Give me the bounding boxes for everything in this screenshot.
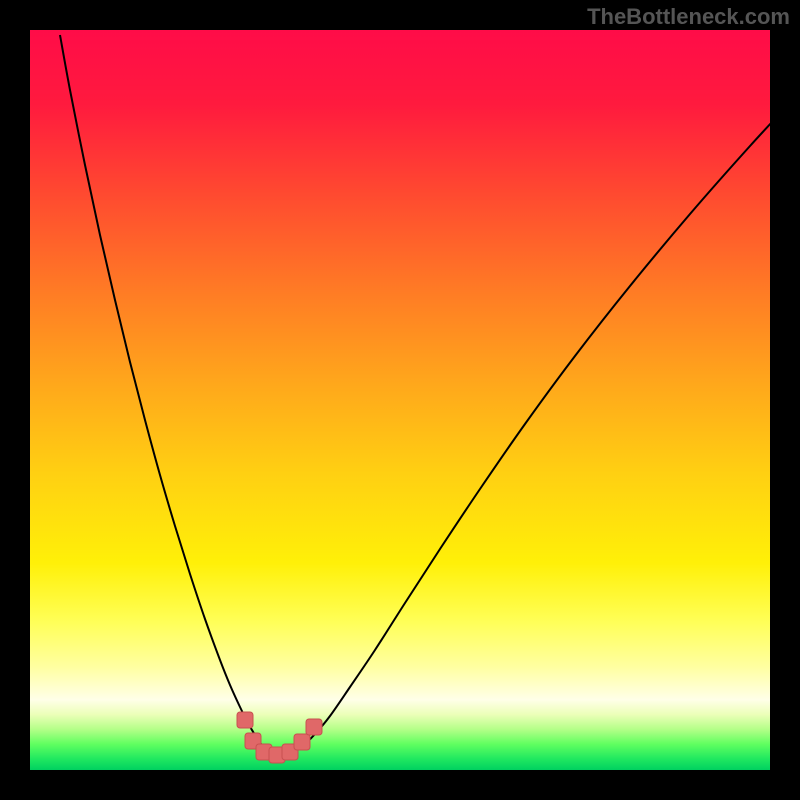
curve-marker [306, 719, 322, 735]
curve-marker [294, 734, 310, 750]
chart-container: TheBottleneck.com [0, 0, 800, 800]
bottleneck-chart [0, 0, 800, 800]
curve-marker [237, 712, 253, 728]
watermark-text: TheBottleneck.com [587, 4, 790, 30]
plot-background [30, 30, 770, 770]
